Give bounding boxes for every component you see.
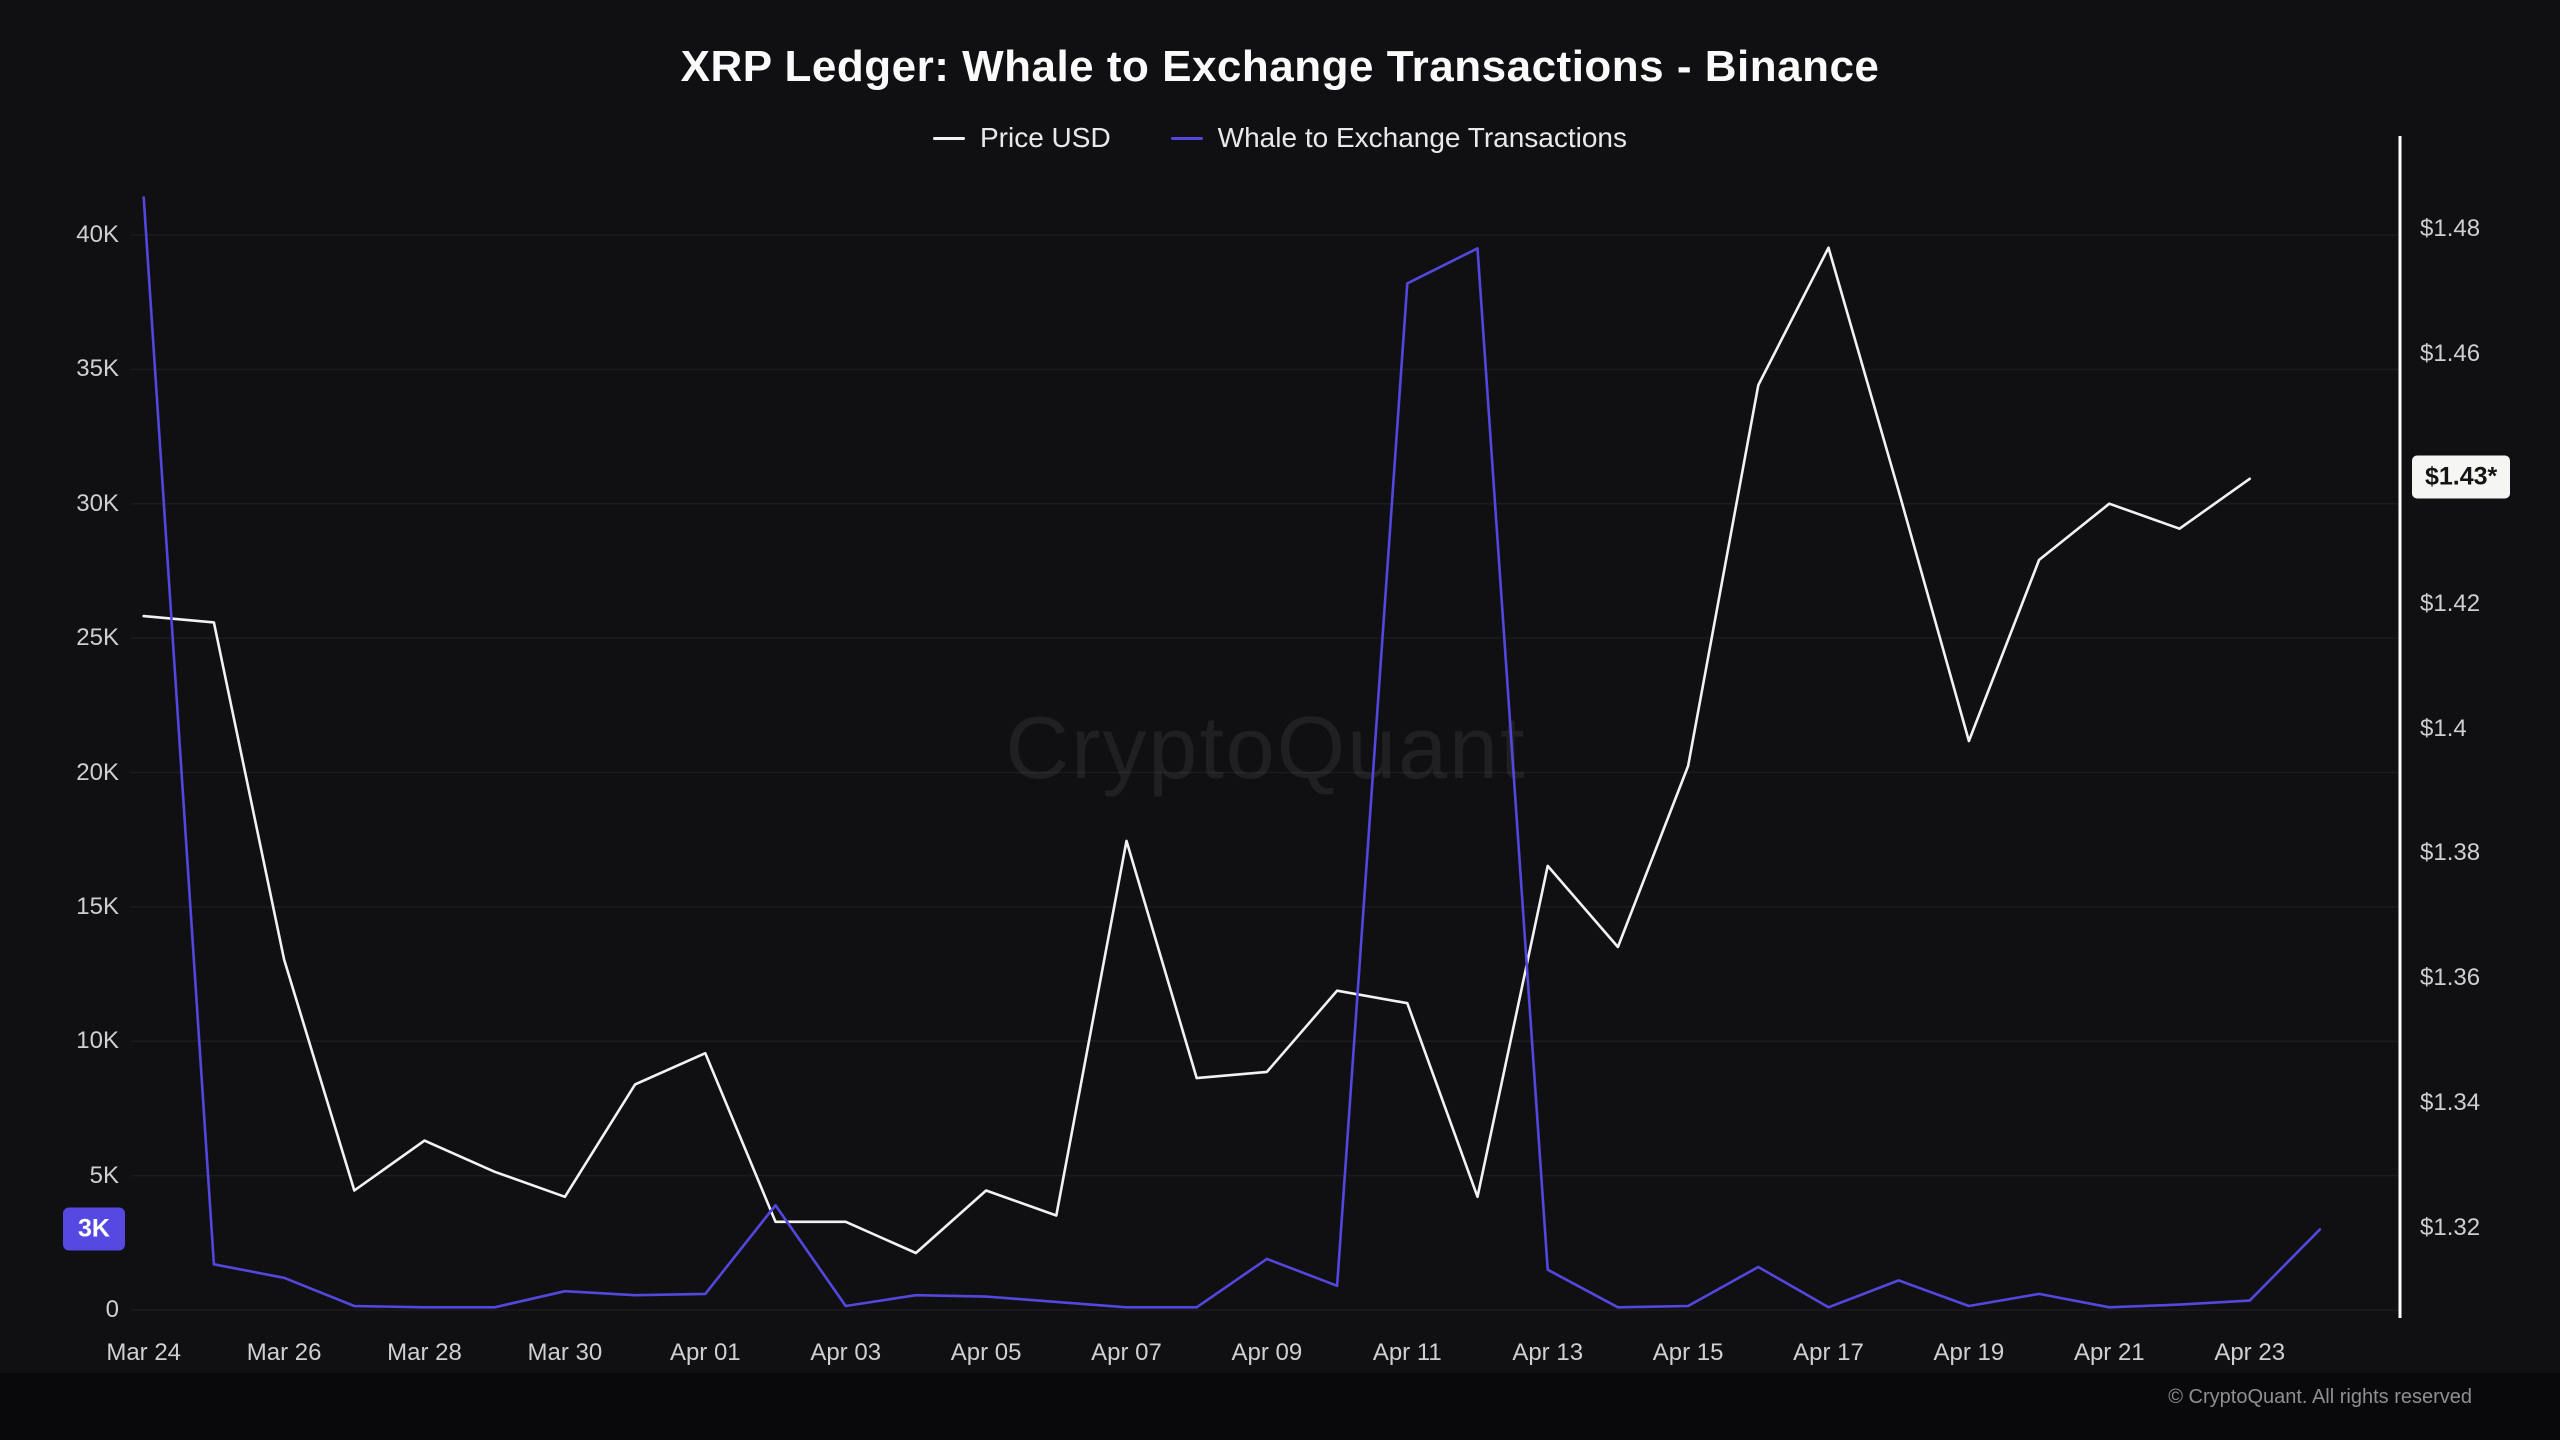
chart-title: XRP Ledger: Whale to Exchange Transactio… [680,42,1880,91]
legend: Price USD Whale to Exchange Transactions [0,122,2560,154]
bottom-bar [0,1373,2560,1440]
whale-line-marker-icon [1170,136,1203,140]
legend-item-whale-transactions[interactable]: Whale to Exchange Transactions [1170,122,1628,154]
whale-current-value-badge: 3K [63,1207,125,1251]
legend-label-whale-transactions: Whale to Exchange Transactions [1217,122,1628,153]
footer-copyright: © CryptoQuant. All rights reserved [2168,1386,2472,1408]
legend-label-price-usd: Price USD [979,122,1111,153]
price-line-marker-icon [932,136,965,140]
price-usd-line [142,246,2251,1255]
legend-item-price-usd[interactable]: Price USD [932,122,1111,154]
price-current-value-badge: $1.43* [2412,455,2511,499]
whale-transactions-line [142,196,2322,1309]
